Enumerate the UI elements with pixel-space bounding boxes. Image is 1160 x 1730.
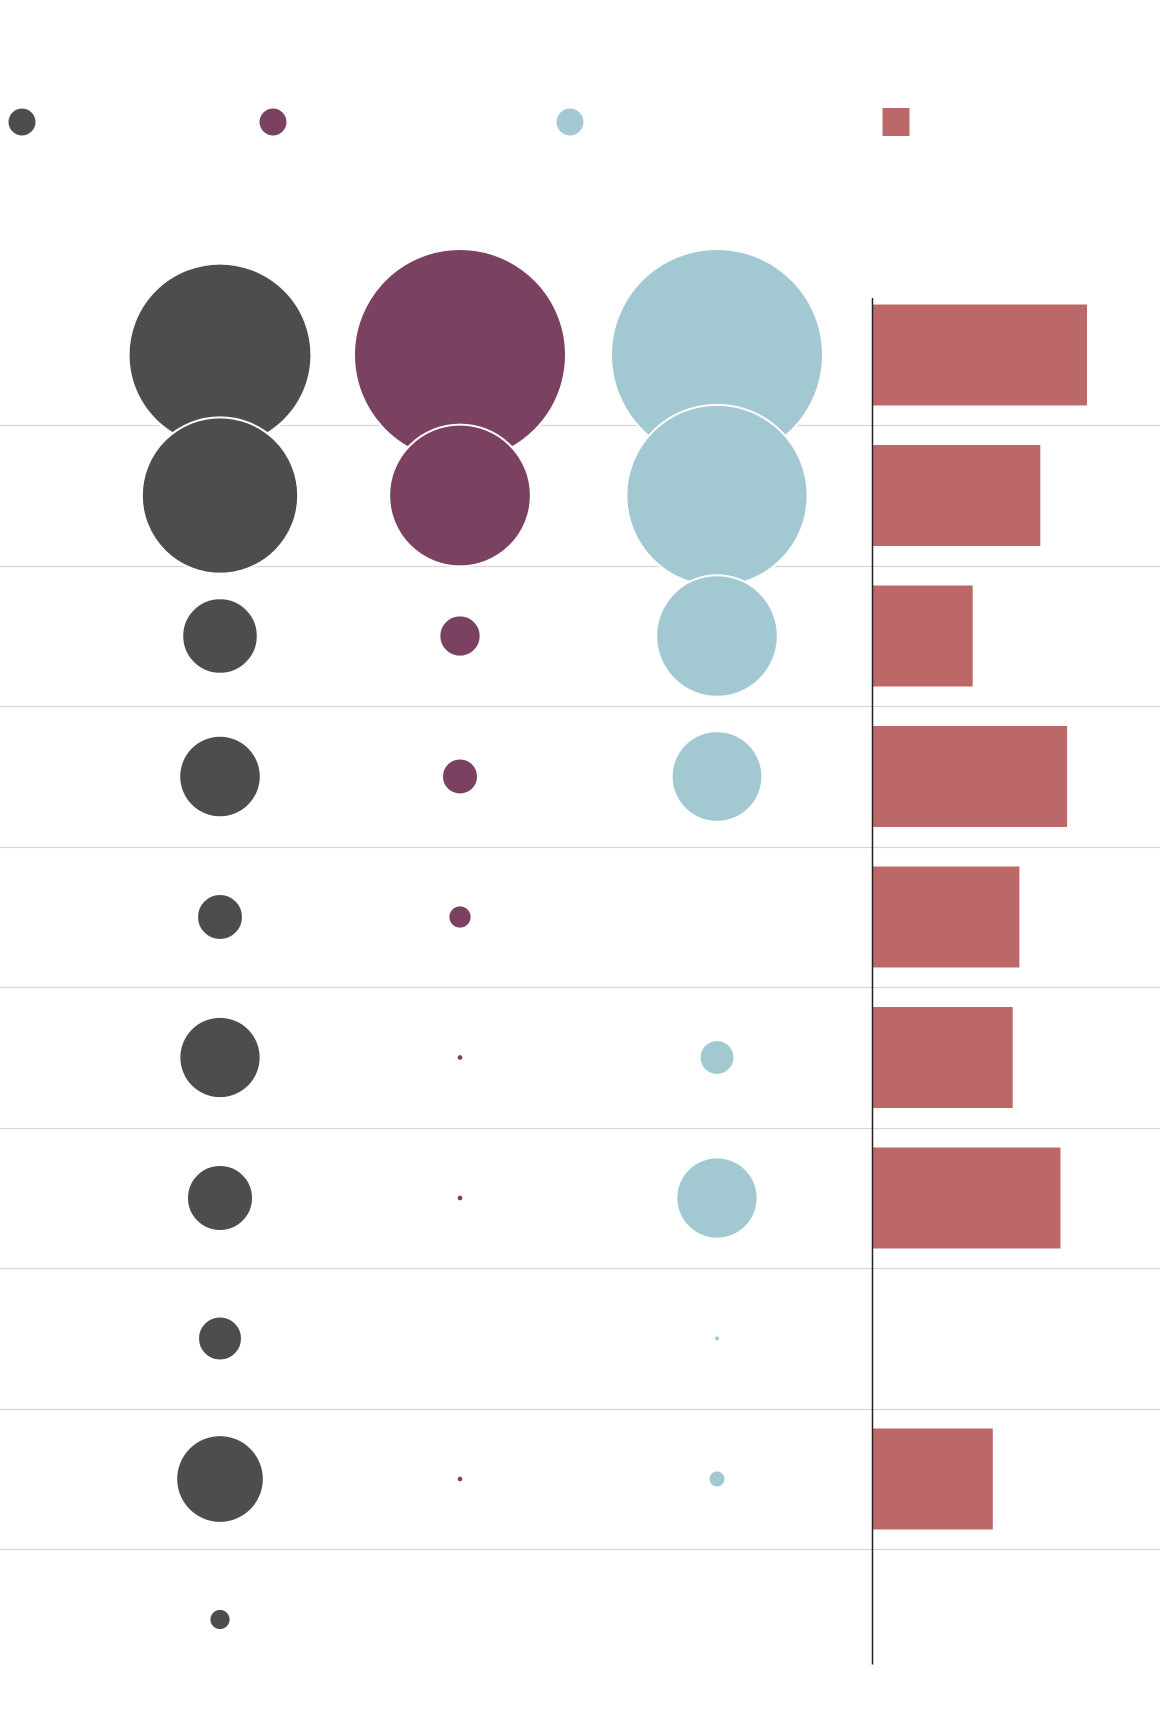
series_b-bubble <box>440 757 480 796</box>
bubble-columns <box>127 248 824 1632</box>
series_d-bar <box>873 866 1020 968</box>
series_c-bubble <box>709 1471 725 1487</box>
series_b-bubble <box>447 904 473 930</box>
series_b-bubble <box>457 1195 463 1201</box>
series_d-bar <box>873 445 1041 546</box>
series_d-bar <box>873 1147 1061 1249</box>
bar-column <box>873 304 1087 1530</box>
series_d-bar <box>873 1007 1013 1108</box>
series_c-bubble <box>670 730 764 823</box>
series_d-bar <box>873 1428 993 1530</box>
series_a-bubble <box>208 1607 232 1632</box>
series_b-bubble <box>388 423 532 568</box>
series_b-bubble <box>457 1055 463 1060</box>
series_a-bubble <box>181 597 259 675</box>
series_d-bar <box>873 585 973 687</box>
series_b-bubble <box>457 1476 463 1482</box>
series_a-bubble <box>140 416 300 575</box>
series_c-bubble <box>715 1336 719 1341</box>
legend-marker-series_b <box>259 108 287 136</box>
series_c-bubble <box>625 403 809 588</box>
legend-marker-series_d <box>882 108 910 136</box>
series_c-bubble <box>698 1039 736 1076</box>
series_a-bubble <box>197 1315 243 1362</box>
series_b-bubble <box>438 614 482 658</box>
row-gridlines <box>0 424 1160 1551</box>
series_c-bubble <box>655 574 779 698</box>
series_a-bubble <box>178 1015 262 1100</box>
series_a-bubble <box>185 1163 255 1233</box>
legend-marker-series_c <box>556 108 584 136</box>
series_d-bar <box>873 304 1087 406</box>
legend <box>8 108 910 136</box>
series_c-bubble <box>675 1156 759 1240</box>
series_a-bubble <box>196 893 244 941</box>
series_a-bubble <box>178 734 262 819</box>
series_a-bubble <box>175 1434 265 1524</box>
legend-marker-series_a <box>8 108 36 136</box>
series_d-bar <box>873 726 1068 827</box>
